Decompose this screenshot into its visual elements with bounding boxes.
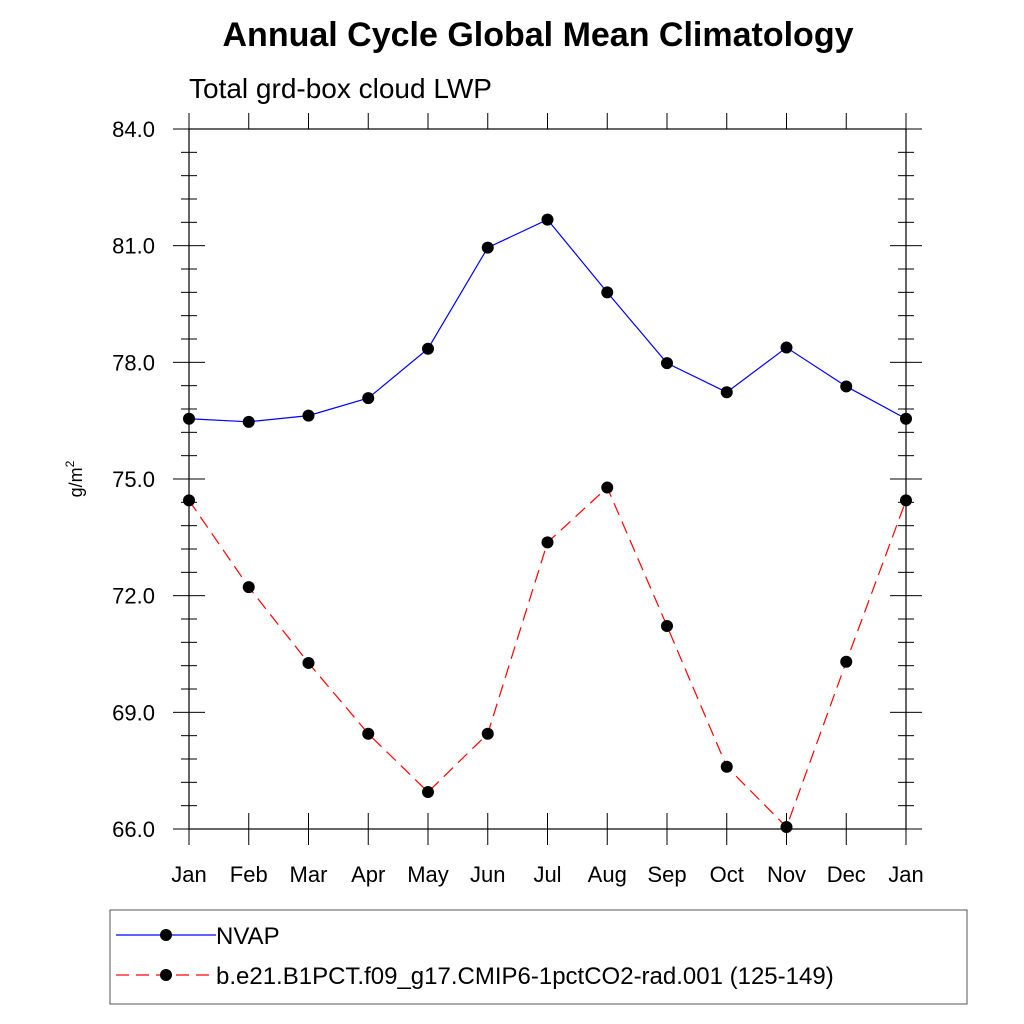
- x-tick-label: Oct: [710, 862, 744, 887]
- legend-label-0: NVAP: [216, 923, 280, 950]
- chart-subtitle: Total grd-box cloud LWP: [189, 73, 492, 104]
- series-layer: [183, 213, 912, 834]
- data-point: [601, 481, 614, 494]
- x-tick-label: Nov: [767, 862, 806, 887]
- data-point: [362, 392, 375, 405]
- x-tick-label: Apr: [351, 862, 385, 887]
- data-point: [242, 581, 255, 594]
- data-point: [900, 494, 912, 507]
- data-point: [422, 786, 434, 799]
- y-tick-label: 78.0: [112, 350, 155, 375]
- y-tick-label: 81.0: [112, 234, 155, 259]
- data-point: [302, 409, 315, 422]
- x-tick-label: Dec: [827, 862, 866, 887]
- data-point: [840, 380, 853, 393]
- y-tick-label: 84.0: [112, 117, 155, 142]
- y-tick-label: 75.0: [112, 467, 155, 492]
- data-point: [541, 213, 554, 226]
- x-tick-label: Sep: [647, 862, 686, 887]
- data-point: [601, 286, 614, 299]
- x-tick-label: Jan: [171, 862, 206, 887]
- legend-box: [109, 909, 968, 1005]
- x-tick-label: Feb: [230, 862, 268, 887]
- y-tick-label: 69.0: [112, 700, 155, 725]
- legend: NVAP b.e21.B1PCT.f09_g17.CMIP6-1pctCO2-ra…: [116, 923, 834, 990]
- plot-area: [188, 128, 907, 830]
- y-tick-label: 72.0: [112, 584, 155, 609]
- data-point: [362, 727, 375, 740]
- x-tick-label: Aug: [588, 862, 627, 887]
- y-axis-label: g/m2: [63, 460, 86, 497]
- x-tick-label: Jul: [533, 862, 561, 887]
- data-point: [422, 342, 434, 355]
- data-point: [242, 415, 255, 428]
- data-point: [481, 727, 494, 740]
- chart-title: Annual Cycle Global Mean Climatology: [223, 16, 854, 54]
- y-tick-labels: 66.0 69.0 72.0 75.0 78.0 81.0 84.0: [112, 117, 155, 842]
- x-tick-label: Mar: [290, 862, 328, 887]
- x-tick-label: May: [407, 862, 449, 887]
- x-tick-label: Jun: [470, 862, 505, 887]
- legend-label-1: b.e21.B1PCT.f09_g17.CMIP6-1pctCO2-rad.00…: [216, 963, 834, 990]
- data-point: [780, 341, 793, 354]
- series-line-0: [188, 218, 907, 423]
- data-point: [481, 241, 494, 254]
- data-point: [720, 760, 733, 773]
- data-point: [720, 386, 733, 399]
- x-tick-labels: Jan Feb Mar Apr May Jun Jul Aug Sep Oct Nov Dec Jan: [171, 862, 923, 887]
- x-tick-label: Jan: [888, 862, 923, 887]
- data-point: [661, 620, 673, 632]
- data-point: [900, 412, 912, 425]
- data-point: [541, 536, 554, 549]
- data-point: [840, 655, 853, 668]
- data-point: [183, 412, 195, 425]
- data-point: [302, 656, 315, 669]
- axis-ticks: [173, 113, 922, 845]
- legend-marker-1: [160, 969, 172, 981]
- data-point: [183, 494, 195, 507]
- data-point: [780, 821, 793, 834]
- data-point: [661, 357, 673, 370]
- legend-marker-0: [160, 929, 172, 941]
- y-tick-label: 66.0: [112, 817, 155, 842]
